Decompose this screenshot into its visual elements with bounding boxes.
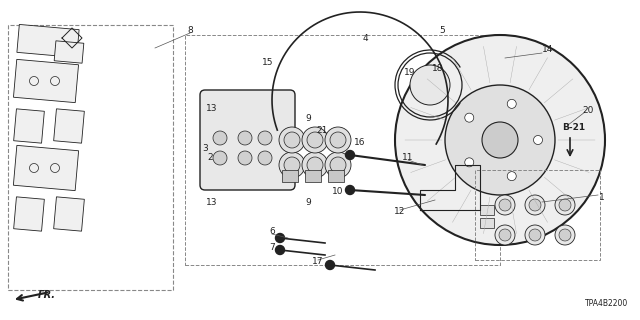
Text: 12: 12: [394, 207, 406, 217]
Text: TPA4B2200: TPA4B2200: [585, 299, 628, 308]
Circle shape: [213, 131, 227, 145]
Text: 15: 15: [262, 58, 274, 67]
Circle shape: [410, 65, 450, 105]
Bar: [54, 41, 84, 63]
Text: 17: 17: [312, 258, 324, 267]
Text: 13: 13: [206, 103, 218, 113]
Circle shape: [326, 260, 335, 269]
Text: 14: 14: [542, 45, 554, 54]
Circle shape: [51, 164, 60, 172]
Text: 16: 16: [355, 138, 365, 147]
Circle shape: [213, 151, 227, 165]
Circle shape: [307, 132, 323, 148]
Text: B-21: B-21: [562, 123, 585, 132]
Circle shape: [529, 229, 541, 241]
Circle shape: [525, 225, 545, 245]
Circle shape: [499, 199, 511, 211]
Circle shape: [307, 157, 323, 173]
Text: 9: 9: [305, 197, 311, 206]
Bar: [185, 35, 500, 265]
Circle shape: [284, 157, 300, 173]
Bar: [17, 24, 79, 58]
Text: 10: 10: [332, 188, 344, 196]
Circle shape: [346, 186, 355, 195]
Text: FR.: FR.: [38, 290, 56, 300]
Circle shape: [525, 195, 545, 215]
Circle shape: [29, 76, 38, 85]
Circle shape: [559, 199, 571, 211]
Circle shape: [258, 151, 272, 165]
Circle shape: [325, 127, 351, 153]
Circle shape: [465, 158, 474, 167]
Bar: [13, 145, 79, 191]
Text: 3: 3: [202, 143, 208, 153]
Bar: [328, 170, 344, 182]
Bar: [13, 60, 79, 103]
Circle shape: [465, 113, 474, 122]
Circle shape: [275, 245, 285, 254]
Circle shape: [279, 127, 305, 153]
Circle shape: [499, 229, 511, 241]
Circle shape: [395, 35, 605, 245]
Circle shape: [275, 234, 285, 243]
Text: 18: 18: [432, 63, 444, 73]
Text: 8: 8: [187, 26, 193, 35]
Circle shape: [555, 225, 575, 245]
Text: 6: 6: [269, 228, 275, 236]
Bar: [480, 218, 494, 228]
Bar: [13, 109, 44, 143]
Circle shape: [238, 151, 252, 165]
Circle shape: [555, 195, 575, 215]
Bar: [54, 109, 84, 143]
Circle shape: [508, 99, 516, 108]
Circle shape: [534, 135, 543, 145]
Text: 1: 1: [599, 194, 605, 203]
Text: 5: 5: [439, 26, 445, 35]
Bar: [282, 170, 298, 182]
Text: 11: 11: [403, 154, 413, 163]
Text: 19: 19: [404, 68, 416, 76]
Text: 13: 13: [206, 197, 218, 206]
Circle shape: [258, 131, 272, 145]
Text: 9: 9: [305, 114, 311, 123]
Circle shape: [445, 85, 555, 195]
Circle shape: [279, 152, 305, 178]
Circle shape: [559, 229, 571, 241]
Circle shape: [330, 157, 346, 173]
Circle shape: [330, 132, 346, 148]
Circle shape: [495, 195, 515, 215]
Text: 4: 4: [362, 34, 368, 43]
Circle shape: [529, 199, 541, 211]
Bar: [475, 170, 600, 260]
Text: 2: 2: [207, 154, 213, 163]
Bar: [8, 25, 173, 290]
Bar: [480, 205, 494, 215]
Circle shape: [302, 152, 328, 178]
Text: 20: 20: [582, 106, 594, 115]
Circle shape: [325, 152, 351, 178]
Bar: [13, 197, 44, 231]
Circle shape: [284, 132, 300, 148]
Circle shape: [238, 131, 252, 145]
Bar: [305, 170, 321, 182]
Circle shape: [346, 150, 355, 159]
Circle shape: [51, 76, 60, 85]
Circle shape: [495, 225, 515, 245]
FancyBboxPatch shape: [200, 90, 295, 190]
Text: 7: 7: [269, 244, 275, 252]
Circle shape: [482, 122, 518, 158]
Circle shape: [29, 164, 38, 172]
Text: 21: 21: [316, 125, 328, 134]
Bar: [54, 197, 84, 231]
Circle shape: [508, 172, 516, 181]
Circle shape: [302, 127, 328, 153]
